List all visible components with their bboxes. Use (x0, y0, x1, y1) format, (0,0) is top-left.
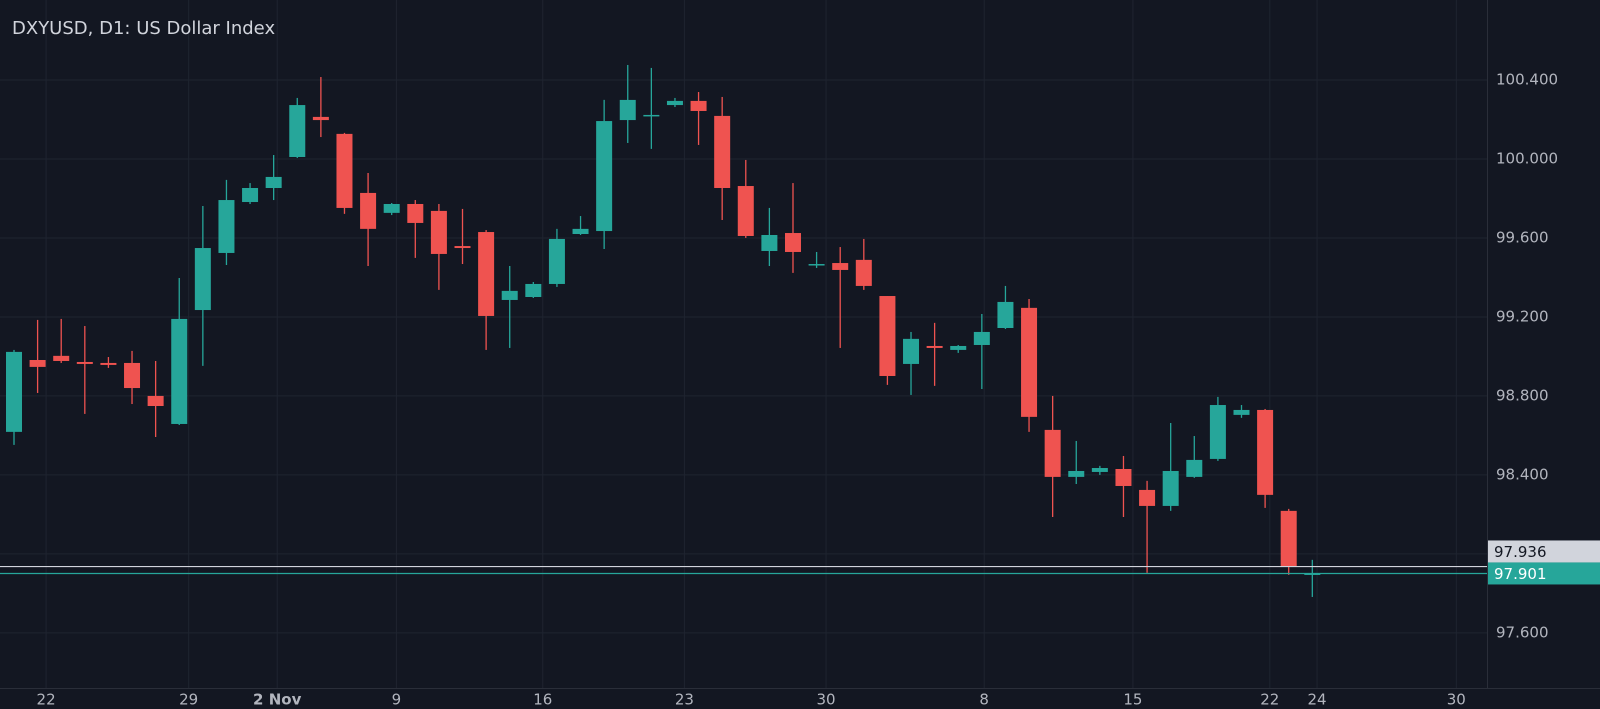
candle-body (1186, 459, 1203, 477)
candle-body (572, 228, 589, 235)
x-tick-label: 9 (392, 691, 402, 709)
candle-body (1068, 470, 1085, 477)
candle-body (383, 203, 400, 213)
candle-body (501, 290, 518, 300)
candle-body (29, 359, 46, 367)
candle-body (53, 355, 70, 361)
candle-body (218, 200, 235, 253)
candle-body (714, 115, 731, 188)
candle-body (997, 301, 1014, 329)
chart-title: DXYUSD, D1: US Dollar Index (12, 18, 275, 39)
candle-body (454, 246, 471, 249)
candle-body (903, 338, 920, 364)
candle-body (147, 395, 164, 407)
candle-body (360, 192, 377, 229)
candle-body (407, 203, 424, 223)
candle-body (100, 362, 117, 365)
candle-body (950, 345, 967, 350)
y-tick-label: 100.400 (1496, 70, 1558, 88)
candle-body (242, 187, 259, 203)
candle-body (1091, 468, 1108, 472)
x-tick-label: 2 Nov (253, 691, 302, 709)
x-tick-label: 30 (1447, 691, 1466, 709)
price-label-box (1488, 562, 1600, 585)
candle-body (194, 248, 211, 311)
price-label: 97.936 (1494, 543, 1547, 561)
candle-body (265, 176, 282, 188)
y-tick-label: 100.000 (1496, 149, 1558, 167)
candles (0, 64, 1487, 597)
candle-body (1209, 405, 1226, 459)
price-label-box (1488, 540, 1600, 563)
axes: 97.60098.00098.40098.80099.20099.600100.… (37, 70, 1600, 709)
candle-body (171, 318, 188, 424)
candle-body (596, 121, 613, 232)
x-tick-label: 30 (816, 691, 835, 709)
candle-body (619, 99, 636, 121)
candle-body (124, 362, 141, 389)
x-tick-label: 29 (179, 691, 198, 709)
candle-body (1021, 307, 1038, 417)
x-tick-label: 15 (1123, 691, 1142, 709)
candle-body (643, 114, 660, 117)
candle-body (5, 351, 22, 432)
candle-body (1115, 469, 1132, 486)
price-label: 97.901 (1494, 565, 1547, 583)
candle-body (855, 259, 872, 286)
candle-body (1233, 409, 1250, 415)
candle-body (1304, 573, 1321, 575)
candle-body (879, 296, 896, 376)
candle-body (832, 263, 849, 270)
y-tick-label: 99.600 (1496, 228, 1549, 246)
candle-body (784, 233, 801, 252)
candle-body (666, 100, 683, 106)
candle-body (1139, 489, 1156, 506)
candle-body (808, 264, 825, 266)
candle-body (76, 361, 93, 364)
candle-body (312, 116, 329, 121)
x-tick-label: 22 (1260, 691, 1279, 709)
candle-body (1257, 409, 1274, 495)
candle-body (690, 100, 707, 111)
candle-body (973, 331, 990, 345)
candle-body (478, 232, 495, 316)
x-tick-label: 22 (37, 691, 56, 709)
candle-body (1280, 510, 1297, 567)
x-tick-label: 8 (979, 691, 989, 709)
y-tick-label: 99.200 (1496, 307, 1549, 325)
y-tick-label: 97.600 (1496, 623, 1549, 641)
x-tick-label: 24 (1307, 691, 1326, 709)
candle-body (926, 345, 943, 348)
candle-body (430, 210, 447, 254)
y-tick-label: 98.800 (1496, 386, 1549, 404)
candle-body (525, 283, 542, 298)
x-tick-label: 23 (675, 691, 694, 709)
y-tick-label: 98.400 (1496, 465, 1549, 483)
x-tick-label: 16 (533, 691, 552, 709)
candle-body (336, 133, 353, 208)
candle-body (761, 234, 778, 251)
candle-body (1044, 429, 1061, 477)
candle-body (289, 105, 306, 157)
candle-body (737, 186, 754, 236)
candle-body (1162, 470, 1179, 506)
candle-body (548, 238, 565, 284)
